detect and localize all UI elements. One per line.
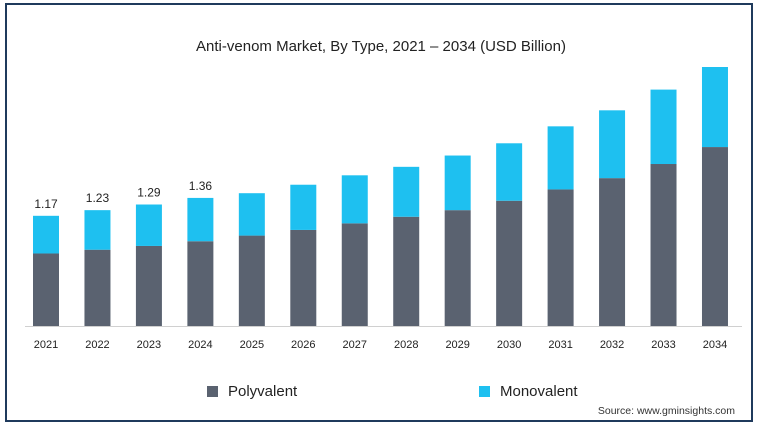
x-tick-label: 2033 <box>651 339 675 351</box>
legend-swatch-polyvalent <box>207 386 218 397</box>
legend-swatch-monovalent <box>479 386 490 397</box>
legend-label-monovalent: Monovalent <box>500 383 578 400</box>
bar-monovalent-2033 <box>650 89 677 165</box>
x-tick-label: 2025 <box>240 339 264 351</box>
source-note: Source: www.gminsights.com <box>597 405 735 417</box>
bar-polyvalent-2024 <box>187 241 214 326</box>
bar-polyvalent-2022 <box>84 249 111 326</box>
legend-label-polyvalent: Polyvalent <box>228 383 298 400</box>
legend-item-monovalent: Monovalent <box>479 383 578 400</box>
x-tick-label: 2021 <box>34 339 58 351</box>
x-tick-label: 2022 <box>85 339 109 351</box>
bar-monovalent-2034 <box>701 67 728 148</box>
data-label-total: 1.17 <box>34 197 58 211</box>
bar-monovalent-2025 <box>238 193 265 236</box>
bar-polyvalent-2027 <box>341 223 368 326</box>
x-tick-label: 2028 <box>394 339 418 351</box>
bar-polyvalent-2028 <box>393 216 420 326</box>
x-tick-label: 2024 <box>188 339 212 351</box>
x-tick-label: 2026 <box>291 339 315 351</box>
bar-monovalent-2032 <box>599 110 626 179</box>
bar-monovalent-2029 <box>444 155 471 211</box>
x-tick-label: 2029 <box>445 339 469 351</box>
bar-monovalent-2026 <box>290 184 317 230</box>
chart-plot: 2021 1.17 2022 1.23 2023 1.29 2024 1.36 2025 2026… <box>25 67 742 351</box>
bar-monovalent-2021 <box>33 215 59 254</box>
bar-polyvalent-2029 <box>444 210 471 326</box>
chart-frame: Anti-venom Market, By Type, 2021 – 2034 … <box>5 3 753 422</box>
bar-polyvalent-2030 <box>496 200 523 326</box>
bar-polyvalent-2021 <box>33 253 59 326</box>
x-tick-label: 2030 <box>497 339 521 351</box>
bar-monovalent-2023 <box>135 204 162 246</box>
x-tick-label: 2034 <box>703 339 727 351</box>
bar-monovalent-2022 <box>84 210 111 250</box>
bar-monovalent-2031 <box>547 126 574 190</box>
bar-monovalent-2030 <box>496 143 523 201</box>
bar-polyvalent-2034 <box>701 147 728 326</box>
bar-polyvalent-2026 <box>290 229 317 326</box>
bar-monovalent-2027 <box>341 175 368 224</box>
legend-item-polyvalent: Polyvalent <box>207 383 297 400</box>
chart-title: Anti-venom Market, By Type, 2021 – 2034 … <box>196 38 566 55</box>
bar-polyvalent-2023 <box>135 245 162 326</box>
bar-polyvalent-2033 <box>650 164 677 326</box>
x-tick-label: 2031 <box>548 339 572 351</box>
x-tick-label: 2032 <box>600 339 624 351</box>
bar-polyvalent-2032 <box>599 178 626 326</box>
data-label-total: 1.23 <box>86 191 110 205</box>
bar-polyvalent-2025 <box>238 235 265 326</box>
x-tick-label: 2027 <box>343 339 367 351</box>
data-label-total: 1.36 <box>189 179 213 193</box>
x-tick-label: 2023 <box>137 339 161 351</box>
bar-polyvalent-2031 <box>547 189 574 326</box>
bar-monovalent-2024 <box>187 197 214 242</box>
bar-monovalent-2028 <box>393 166 420 217</box>
data-label-total: 1.29 <box>137 186 161 200</box>
